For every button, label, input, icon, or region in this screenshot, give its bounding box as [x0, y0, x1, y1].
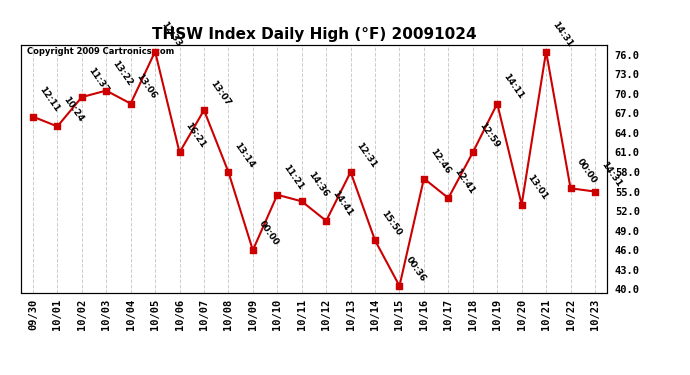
Point	[199, 107, 210, 113]
Point	[296, 198, 307, 204]
Point	[174, 150, 185, 156]
Point	[272, 192, 283, 198]
Point	[28, 114, 39, 120]
Text: 00:00: 00:00	[575, 157, 598, 186]
Point	[321, 218, 332, 224]
Text: 12:33: 12:33	[159, 20, 183, 49]
Text: 13:06: 13:06	[135, 72, 159, 101]
Point	[492, 100, 503, 106]
Text: 10:24: 10:24	[61, 95, 86, 124]
Point	[223, 169, 234, 175]
Text: 12:11: 12:11	[37, 85, 61, 114]
Text: 14:41: 14:41	[331, 189, 354, 218]
Point	[370, 237, 381, 243]
Point	[77, 94, 88, 100]
Text: Copyright 2009 Cartronics.com: Copyright 2009 Cartronics.com	[26, 48, 174, 57]
Point	[52, 123, 63, 129]
Title: THSW Index Daily High (°F) 20091024: THSW Index Daily High (°F) 20091024	[152, 27, 476, 42]
Text: 00:00: 00:00	[257, 219, 281, 248]
Text: 12:41: 12:41	[453, 166, 476, 195]
Text: 13:01: 13:01	[526, 173, 549, 202]
Text: 00:36: 00:36	[404, 255, 427, 283]
Text: 16:21: 16:21	[184, 121, 208, 150]
Point	[247, 247, 258, 253]
Text: 12:59: 12:59	[477, 121, 501, 150]
Point	[125, 100, 136, 106]
Text: 13:14: 13:14	[233, 141, 257, 169]
Text: 14:31: 14:31	[599, 160, 623, 189]
Text: 14:31: 14:31	[550, 20, 574, 49]
Point	[101, 88, 112, 94]
Text: 14:36: 14:36	[306, 170, 330, 198]
Point	[589, 189, 600, 195]
Point	[150, 48, 161, 54]
Point	[540, 48, 551, 54]
Text: 12:46: 12:46	[428, 147, 452, 176]
Text: 15:50: 15:50	[380, 209, 403, 238]
Point	[565, 185, 576, 191]
Text: 13:07: 13:07	[208, 79, 232, 107]
Text: 11:37: 11:37	[86, 66, 110, 94]
Text: 11:21: 11:21	[282, 164, 305, 192]
Text: 14:11: 14:11	[502, 72, 525, 101]
Point	[443, 195, 454, 201]
Point	[467, 150, 478, 156]
Point	[345, 169, 356, 175]
Text: 12:31: 12:31	[355, 141, 379, 169]
Point	[418, 176, 429, 181]
Text: 13:22: 13:22	[110, 59, 134, 88]
Point	[394, 283, 405, 289]
Point	[516, 202, 527, 208]
